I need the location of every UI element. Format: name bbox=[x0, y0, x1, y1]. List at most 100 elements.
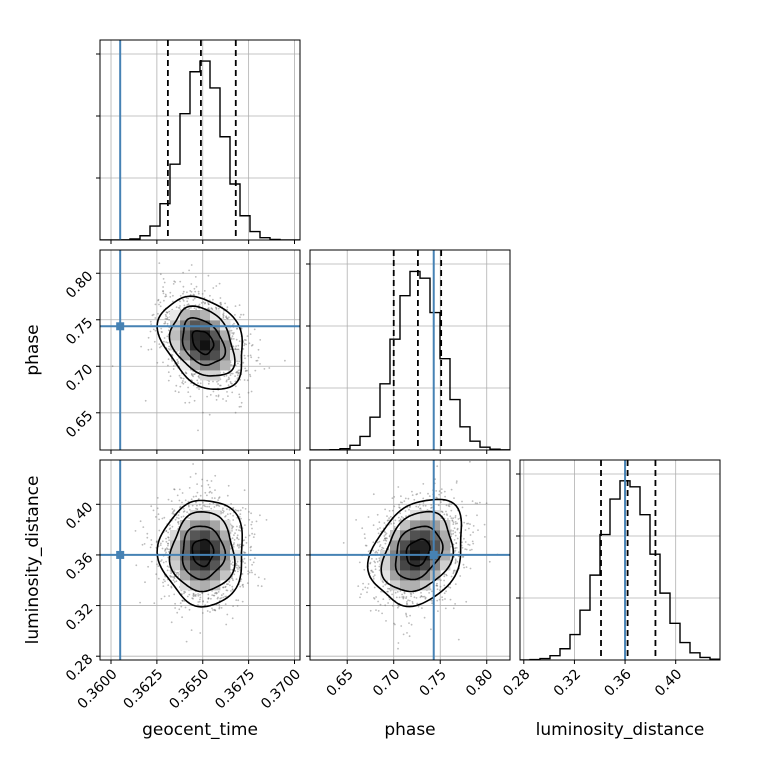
sample-point bbox=[173, 509, 176, 512]
sample-point bbox=[225, 379, 228, 382]
sample-point bbox=[190, 290, 193, 293]
sample-point bbox=[235, 599, 238, 601]
sample-point bbox=[160, 559, 163, 561]
sample-point bbox=[399, 501, 402, 504]
sample-point bbox=[222, 313, 225, 316]
sample-point bbox=[405, 614, 408, 616]
sample-point bbox=[209, 394, 212, 396]
sample-point bbox=[181, 600, 184, 602]
sample-point bbox=[234, 380, 237, 383]
sample-point bbox=[365, 544, 368, 547]
sample-point bbox=[154, 317, 157, 319]
sample-point bbox=[188, 401, 191, 404]
sample-point bbox=[164, 317, 167, 320]
sample-point bbox=[206, 601, 209, 603]
sample-point bbox=[233, 332, 235, 334]
sample-point bbox=[167, 364, 169, 367]
sample-point bbox=[254, 557, 256, 560]
sample-point bbox=[254, 369, 257, 372]
sample-point bbox=[427, 492, 429, 495]
sample-point bbox=[450, 529, 452, 532]
sample-point bbox=[159, 305, 162, 308]
density-bin bbox=[220, 340, 231, 351]
panel-geocent_time-phase: 0.650.700.750.80 bbox=[63, 249, 301, 454]
density-bin bbox=[190, 510, 201, 521]
sample-point bbox=[452, 572, 455, 575]
sample-point bbox=[162, 290, 164, 292]
sample-point bbox=[199, 593, 201, 596]
sample-point bbox=[204, 301, 207, 304]
sample-point bbox=[149, 546, 152, 549]
sample-point bbox=[168, 595, 171, 597]
sample-point bbox=[386, 590, 389, 593]
sample-point bbox=[404, 510, 407, 512]
density-bin bbox=[190, 320, 201, 331]
sample-point bbox=[215, 504, 218, 507]
sample-point bbox=[150, 348, 153, 351]
sample-point bbox=[199, 494, 202, 497]
sample-point bbox=[161, 547, 164, 550]
sample-point bbox=[214, 592, 216, 595]
sample-point bbox=[164, 293, 167, 296]
sample-point bbox=[404, 497, 407, 500]
sample-point bbox=[234, 305, 237, 307]
sample-point bbox=[454, 531, 457, 534]
sample-point bbox=[246, 582, 249, 584]
x-tick-label: 0.3625 bbox=[121, 666, 167, 712]
panel-frame bbox=[519, 459, 721, 661]
sample-point bbox=[150, 543, 153, 546]
sample-point bbox=[374, 568, 377, 571]
density-bin bbox=[190, 310, 201, 321]
sample-point bbox=[250, 512, 253, 515]
density-bin bbox=[200, 340, 211, 351]
sample-point bbox=[428, 495, 431, 497]
sample-point bbox=[162, 561, 165, 564]
sample-point bbox=[202, 600, 205, 603]
sample-point bbox=[228, 316, 230, 319]
sample-point bbox=[454, 558, 457, 561]
sample-point bbox=[384, 537, 386, 540]
sample-point bbox=[201, 592, 204, 595]
sample-point bbox=[212, 287, 215, 289]
x-tick-label: 0.36 bbox=[601, 666, 634, 699]
sample-point bbox=[198, 376, 201, 379]
sample-point bbox=[202, 301, 205, 303]
sample-point bbox=[265, 519, 268, 521]
sample-point bbox=[372, 541, 375, 544]
sample-point bbox=[372, 578, 375, 580]
sample-point bbox=[444, 607, 447, 610]
sample-point bbox=[243, 539, 246, 542]
sample-point bbox=[242, 583, 244, 586]
sample-point bbox=[194, 276, 197, 278]
sample-point bbox=[227, 395, 229, 397]
sample-point bbox=[192, 495, 195, 498]
sample-point bbox=[191, 504, 194, 507]
sample-point bbox=[207, 598, 210, 600]
sample-point bbox=[164, 321, 167, 323]
sample-point bbox=[144, 399, 147, 402]
sample-point bbox=[452, 530, 454, 532]
sample-point bbox=[242, 348, 245, 350]
sample-point bbox=[213, 608, 216, 611]
sample-point bbox=[238, 545, 241, 547]
sample-point bbox=[372, 575, 375, 578]
density-bin bbox=[170, 540, 181, 551]
sample-point bbox=[184, 371, 187, 374]
panel-frame bbox=[99, 459, 301, 661]
sample-point bbox=[388, 598, 391, 601]
sample-point bbox=[360, 593, 362, 595]
sample-point bbox=[402, 595, 405, 598]
sample-point bbox=[198, 303, 201, 306]
sample-point bbox=[257, 356, 260, 359]
sample-point bbox=[188, 307, 191, 310]
sample-point bbox=[218, 604, 221, 606]
sample-point bbox=[170, 585, 173, 588]
contour-line bbox=[394, 525, 444, 581]
density-bin bbox=[220, 540, 231, 551]
sample-point bbox=[222, 586, 225, 589]
sample-point bbox=[238, 360, 241, 363]
sample-point bbox=[231, 537, 234, 540]
density-bin bbox=[430, 530, 441, 541]
sample-point bbox=[187, 504, 190, 507]
sample-point bbox=[176, 494, 179, 497]
